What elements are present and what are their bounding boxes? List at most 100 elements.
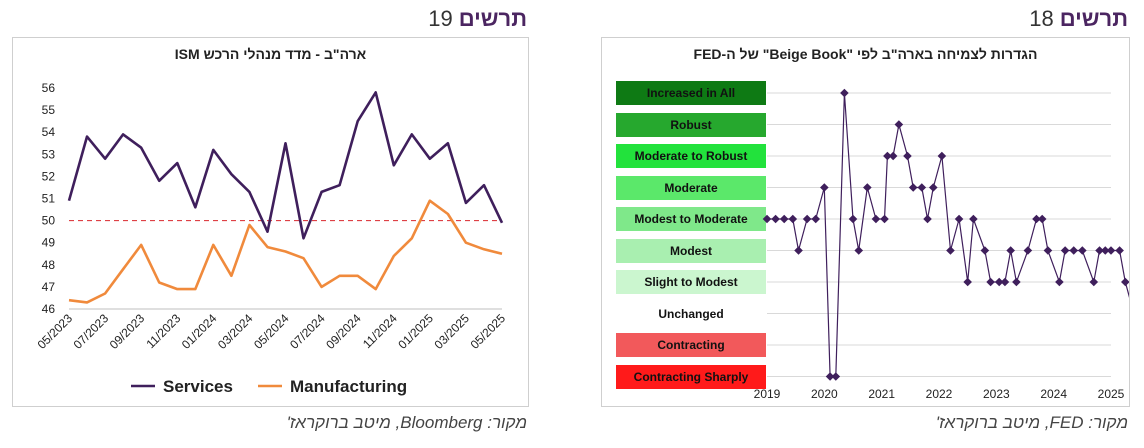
data-point-marker bbox=[811, 214, 821, 224]
data-point-marker bbox=[880, 214, 889, 224]
series-line-services bbox=[67, 91, 504, 240]
chart19-panel: ארה"ב - מדד מנהלי הרכש ISM 46 47 48 49 50 51 5… bbox=[12, 37, 529, 407]
chart19-heading-label: תרשים bbox=[458, 6, 527, 31]
data-point-marker bbox=[788, 214, 798, 224]
x-tick-label: 05/2025 bbox=[468, 311, 509, 352]
y-tick-label: 47 bbox=[42, 280, 56, 294]
data-point-marker bbox=[863, 183, 872, 192]
data-point-marker bbox=[1006, 246, 1015, 255]
data-point-marker bbox=[1043, 246, 1053, 255]
series-line-manufacturing bbox=[68, 199, 503, 304]
y-tick-label: 52 bbox=[42, 169, 56, 183]
y-tick-label: 56 bbox=[42, 81, 56, 95]
data-point-marker bbox=[1121, 277, 1129, 287]
chart18-heading-label: תרשים bbox=[1059, 6, 1128, 31]
data-point-marker bbox=[908, 183, 918, 192]
y-tick-label: 51 bbox=[42, 192, 56, 206]
x-tick-label: 2022 bbox=[926, 387, 953, 401]
data-point-marker bbox=[1037, 214, 1047, 224]
x-tick-label: 03/2024 bbox=[215, 311, 256, 352]
data-point-marker bbox=[779, 214, 789, 224]
x-tick-label: 09/2023 bbox=[107, 311, 148, 352]
data-point-marker bbox=[1106, 246, 1116, 255]
chart19-title: ארה"ב - מדד מנהלי הרכש ISM bbox=[174, 46, 367, 62]
category-box: Moderate to Robust bbox=[616, 144, 766, 168]
data-point-marker bbox=[1012, 277, 1021, 287]
x-tick-label: 2023 bbox=[983, 387, 1010, 401]
data-point-marker bbox=[888, 151, 898, 161]
x-tick-label: 07/2024 bbox=[287, 311, 328, 352]
data-point-marker bbox=[1032, 214, 1041, 224]
chart18-heading-number: 18 bbox=[1029, 6, 1054, 31]
y-tick-label: 53 bbox=[42, 147, 56, 161]
data-point-marker bbox=[903, 151, 912, 161]
category-box: Modest to Moderate bbox=[616, 207, 766, 231]
chart19-source: מקור: Bloomberg, מיטב ברוקראז' bbox=[286, 413, 527, 432]
data-point-marker bbox=[1023, 246, 1033, 255]
chart18-heading: תרשים18 bbox=[1029, 6, 1128, 32]
data-point-marker bbox=[1055, 277, 1064, 287]
data-point-marker bbox=[1000, 277, 1010, 287]
data-point-marker bbox=[986, 277, 995, 287]
category-box: Robust bbox=[616, 112, 766, 137]
category-box: Unchanged bbox=[616, 301, 766, 326]
data-point-marker bbox=[917, 183, 927, 192]
legend-label: Manufacturing bbox=[290, 377, 407, 396]
category-box: Moderate bbox=[616, 175, 766, 200]
category-legend: Increased in All Robust Moderate to Robust… bbox=[616, 38, 766, 406]
category-box: Contracting bbox=[616, 333, 766, 357]
data-point-marker bbox=[854, 246, 864, 255]
chart19-plot: 464748495051525354555605/202307/202309/2… bbox=[35, 81, 509, 396]
x-tick-label: 09/2024 bbox=[323, 311, 364, 352]
data-point-marker bbox=[946, 246, 955, 255]
y-tick-label: 50 bbox=[42, 214, 56, 228]
data-point-marker bbox=[825, 372, 835, 381]
data-point-marker bbox=[871, 214, 881, 224]
category-box: Modest bbox=[616, 238, 766, 263]
x-tick-label: 2019 bbox=[754, 387, 781, 401]
beige-book-line bbox=[767, 92, 1129, 378]
data-point-marker bbox=[969, 214, 978, 224]
legend-label: Services bbox=[163, 377, 233, 396]
data-point-marker bbox=[802, 214, 812, 224]
data-point-marker bbox=[1060, 246, 1070, 255]
data-point-marker bbox=[794, 246, 803, 255]
chart19-heading-number: 19 bbox=[428, 6, 453, 31]
x-tick-label: 03/2025 bbox=[431, 311, 472, 352]
x-tick-label: 2020 bbox=[811, 387, 838, 401]
chart19-heading: תרשים19 bbox=[428, 6, 527, 32]
data-point-marker bbox=[994, 277, 1004, 287]
data-point-marker bbox=[883, 151, 892, 161]
data-point-marker bbox=[963, 277, 972, 287]
x-tick-label: 01/2024 bbox=[179, 311, 220, 352]
x-tick-label: 2025 bbox=[1098, 387, 1125, 401]
data-point-marker bbox=[937, 151, 947, 161]
data-point-marker bbox=[771, 214, 780, 224]
x-tick-label: 05/2024 bbox=[251, 311, 292, 352]
chart18-title: הגדרות לצמיחה בארה"ב לפי "Beige Book" של… bbox=[693, 46, 1038, 62]
x-tick-label: 2021 bbox=[868, 387, 895, 401]
category-box: Contracting Sharply bbox=[616, 364, 766, 389]
data-point-marker bbox=[980, 246, 990, 255]
data-point-marker bbox=[840, 88, 849, 98]
data-point-marker bbox=[923, 214, 932, 224]
data-point-marker bbox=[1089, 277, 1099, 287]
y-tick-label: 46 bbox=[42, 302, 56, 316]
data-point-marker bbox=[1100, 246, 1110, 255]
x-tick-label: 05/2023 bbox=[35, 311, 76, 352]
data-point-marker bbox=[1078, 246, 1087, 255]
x-tick-label: 11/2024 bbox=[360, 311, 400, 351]
data-point-marker bbox=[894, 120, 904, 129]
y-tick-label: 49 bbox=[42, 236, 56, 250]
x-tick-label: 11/2023 bbox=[143, 311, 183, 351]
data-point-marker bbox=[820, 183, 829, 192]
x-tick-label: 2024 bbox=[1040, 387, 1067, 401]
y-tick-label: 54 bbox=[42, 125, 56, 139]
data-point-marker bbox=[1069, 246, 1079, 255]
x-tick-label: 07/2023 bbox=[71, 311, 112, 352]
category-box: Increased in All bbox=[616, 81, 766, 105]
y-tick-label: 48 bbox=[42, 258, 56, 272]
data-point-marker bbox=[1095, 246, 1104, 255]
data-point-marker bbox=[848, 214, 858, 224]
chart18-source: מקור: FED, מיטב ברוקראז' bbox=[935, 413, 1128, 432]
